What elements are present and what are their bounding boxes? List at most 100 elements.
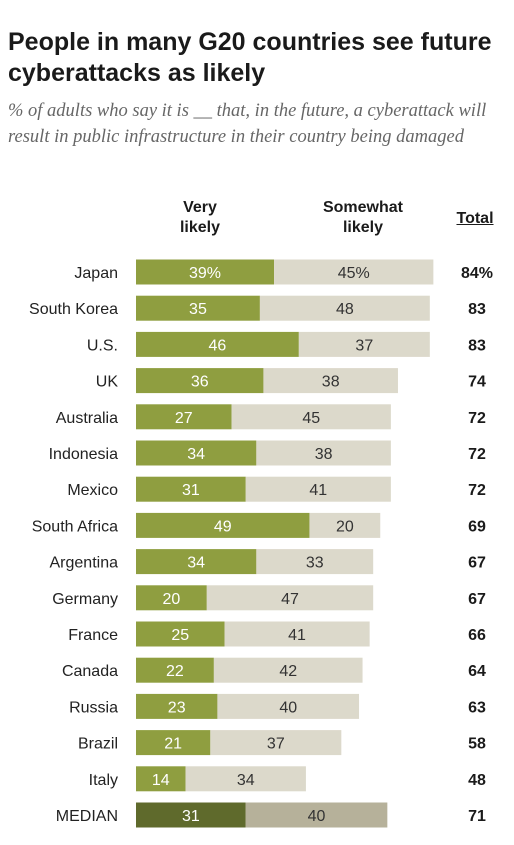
chart-subtitle: % of adults who say it is __ that, in th… bbox=[8, 101, 487, 147]
category-label: Japan bbox=[74, 265, 118, 282]
bar-somewhat-likely bbox=[213, 657, 363, 683]
bar-row: MEDIAN 31 40 71 bbox=[56, 802, 486, 828]
data-label-very-likely: 46 bbox=[209, 337, 227, 354]
total-label: 58 bbox=[468, 736, 486, 753]
bar-row: France 25 41 66 bbox=[68, 621, 486, 647]
bar-somewhat-likely bbox=[185, 766, 306, 792]
category-label: UK bbox=[96, 374, 119, 391]
bar-row: Mexico 31 41 72 bbox=[67, 476, 486, 502]
bar-somewhat-likely bbox=[210, 730, 342, 756]
data-label-somewhat-likely: 42 bbox=[279, 663, 297, 680]
chart-title: People in many G20 countries see future … bbox=[8, 28, 492, 87]
data-label-very-likely: 31 bbox=[182, 808, 200, 825]
category-label: Canada bbox=[62, 663, 118, 680]
bar-somewhat-likely bbox=[245, 802, 388, 828]
category-label: Australia bbox=[56, 410, 118, 427]
category-label: MEDIAN bbox=[56, 808, 118, 825]
category-label: U.S. bbox=[87, 337, 118, 354]
total-label: 72 bbox=[468, 482, 486, 499]
bar-somewhat-likely bbox=[224, 621, 370, 647]
bar-somewhat-likely bbox=[245, 476, 391, 502]
data-label-very-likely: 27 bbox=[175, 410, 193, 427]
bar-row: Australia 27 45 72 bbox=[56, 404, 486, 430]
bar-very-likely bbox=[136, 730, 211, 756]
bar-very-likely bbox=[136, 621, 225, 647]
data-label-somewhat-likely: 37 bbox=[355, 337, 373, 354]
bar-row: Brazil 21 37 58 bbox=[78, 730, 486, 756]
bar-very-likely bbox=[136, 476, 246, 502]
bar-row: U.S. 46 37 83 bbox=[87, 331, 486, 357]
data-label-somewhat-likely: 45% bbox=[338, 265, 370, 282]
total-label: 67 bbox=[468, 555, 486, 572]
legend-very-likely: Very likely bbox=[150, 198, 250, 238]
category-label: Mexico bbox=[67, 482, 118, 499]
data-label-somewhat-likely: 40 bbox=[308, 808, 326, 825]
bar-very-likely bbox=[136, 549, 257, 575]
data-label-very-likely: 39% bbox=[189, 265, 221, 282]
data-label-somewhat-likely: 33 bbox=[306, 555, 324, 572]
category-label: Brazil bbox=[78, 736, 118, 753]
category-label: South Korea bbox=[29, 301, 118, 318]
total-label: 83 bbox=[468, 337, 486, 354]
bar-very-likely bbox=[136, 802, 246, 828]
bar-very-likely bbox=[136, 295, 260, 321]
bar-very-likely bbox=[136, 512, 310, 538]
bar-row: Argentina 34 33 67 bbox=[50, 549, 486, 575]
data-label-somewhat-likely: 38 bbox=[315, 446, 333, 463]
bar-row: UK 36 38 74 bbox=[96, 368, 486, 394]
total-label: 84% bbox=[461, 265, 493, 282]
data-label-very-likely: 36 bbox=[191, 374, 209, 391]
category-label: Germany bbox=[52, 591, 118, 608]
bar-very-likely bbox=[136, 259, 275, 285]
bar-somewhat-likely bbox=[259, 295, 430, 321]
total-label: 74 bbox=[468, 374, 486, 391]
bar-very-likely bbox=[136, 585, 207, 611]
bar-somewhat-likely bbox=[309, 512, 381, 538]
data-label-very-likely: 35 bbox=[189, 301, 207, 318]
data-label-somewhat-likely: 47 bbox=[281, 591, 299, 608]
bar-somewhat-likely bbox=[263, 368, 398, 394]
bar-row: South Africa 49 20 69 bbox=[32, 512, 486, 538]
bar-row: Indonesia 34 38 72 bbox=[49, 440, 486, 466]
bar-very-likely bbox=[136, 331, 299, 357]
total-label: 67 bbox=[468, 591, 486, 608]
bar-very-likely bbox=[136, 404, 232, 430]
data-label-somewhat-likely: 20 bbox=[336, 518, 354, 535]
legend-somewhat-likely-line1: Somewhat bbox=[322, 199, 403, 216]
category-label: Argentina bbox=[50, 555, 119, 572]
category-label: Russia bbox=[69, 699, 118, 716]
legend-somewhat-likely-line2: likely bbox=[342, 219, 384, 236]
bar-very-likely bbox=[136, 657, 214, 683]
data-label-very-likely: 23 bbox=[168, 699, 186, 716]
data-label-very-likely: 25 bbox=[171, 627, 189, 644]
data-label-very-likely: 34 bbox=[187, 446, 205, 463]
total-label: 63 bbox=[468, 699, 486, 716]
data-label-very-likely: 20 bbox=[163, 591, 181, 608]
bar-row: Japan 39% 45% 84% bbox=[74, 259, 493, 285]
total-label: 69 bbox=[468, 518, 486, 535]
total-label: 48 bbox=[468, 772, 486, 789]
total-label: 72 bbox=[468, 446, 486, 463]
legend-very-likely-line2: likely bbox=[179, 219, 221, 236]
bar-somewhat-likely bbox=[206, 585, 374, 611]
bar-row: South Korea 35 48 83 bbox=[29, 295, 486, 321]
data-label-somewhat-likely: 41 bbox=[288, 627, 306, 644]
total-label: 64 bbox=[468, 663, 486, 680]
data-label-very-likely: 21 bbox=[164, 736, 182, 753]
data-label-somewhat-likely: 48 bbox=[336, 301, 354, 318]
category-label: Indonesia bbox=[49, 446, 118, 463]
bar-very-likely bbox=[136, 693, 218, 719]
bar-somewhat-likely bbox=[298, 331, 430, 357]
total-column-header: Total bbox=[456, 210, 494, 227]
legend-somewhat-likely: Somewhat likely bbox=[300, 198, 426, 238]
category-label: South Africa bbox=[32, 518, 118, 535]
category-label: France bbox=[68, 627, 118, 644]
bar-very-likely bbox=[136, 440, 257, 466]
data-label-somewhat-likely: 34 bbox=[237, 772, 255, 789]
data-label-very-likely: 31 bbox=[182, 482, 200, 499]
data-label-somewhat-likely: 38 bbox=[322, 374, 340, 391]
bar-somewhat-likely bbox=[231, 404, 391, 430]
total-label: 66 bbox=[468, 627, 486, 644]
data-label-very-likely: 49 bbox=[214, 518, 232, 535]
